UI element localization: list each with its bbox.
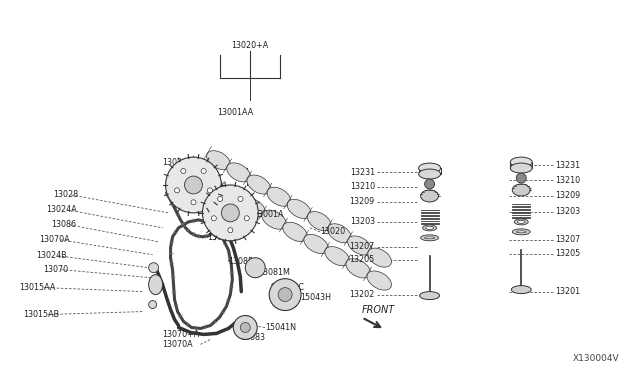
Circle shape [245, 258, 265, 278]
Text: 13070A: 13070A [39, 235, 70, 244]
Circle shape [202, 185, 258, 241]
Circle shape [278, 288, 292, 302]
Text: 13202: 13202 [349, 290, 375, 299]
Text: 13231: 13231 [555, 161, 580, 170]
Text: 13070: 13070 [43, 265, 68, 274]
Text: 13081M: 13081M [258, 268, 290, 277]
Text: 13205: 13205 [555, 249, 580, 258]
Text: 13083: 13083 [240, 333, 266, 342]
Ellipse shape [424, 237, 435, 239]
Text: 13205: 13205 [349, 255, 375, 264]
Text: 13001A: 13001A [253, 211, 284, 219]
Polygon shape [283, 222, 307, 241]
Ellipse shape [511, 286, 531, 294]
Text: 13020+A: 13020+A [232, 41, 269, 50]
Circle shape [180, 169, 186, 173]
Text: 13070A: 13070A [163, 340, 193, 349]
Text: 13209: 13209 [555, 192, 580, 201]
Text: 13024A: 13024A [46, 205, 77, 214]
Ellipse shape [420, 292, 440, 299]
Text: 13001AA: 13001AA [217, 108, 253, 117]
Ellipse shape [419, 169, 440, 179]
Text: X130004V: X130004V [572, 355, 619, 363]
Text: 13203: 13203 [349, 217, 375, 227]
Circle shape [175, 188, 180, 193]
Circle shape [240, 323, 250, 333]
Text: 15043H: 15043H [300, 293, 331, 302]
Polygon shape [304, 234, 328, 254]
Circle shape [221, 204, 239, 222]
Text: 13024B: 13024B [36, 251, 67, 260]
Circle shape [191, 200, 196, 205]
Polygon shape [346, 259, 371, 278]
Ellipse shape [517, 220, 525, 223]
Text: 13025: 13025 [207, 233, 233, 242]
Polygon shape [368, 248, 392, 267]
Polygon shape [220, 186, 244, 205]
Ellipse shape [148, 275, 163, 295]
Ellipse shape [515, 219, 528, 225]
Text: 13210: 13210 [555, 176, 580, 185]
Text: 13024: 13024 [163, 158, 188, 167]
Circle shape [207, 188, 212, 193]
Circle shape [234, 315, 257, 339]
Polygon shape [241, 198, 266, 217]
Circle shape [218, 196, 223, 201]
Polygon shape [307, 212, 331, 231]
Ellipse shape [516, 231, 526, 233]
Ellipse shape [419, 163, 440, 173]
Text: 13210: 13210 [349, 183, 375, 192]
Polygon shape [247, 175, 271, 194]
Polygon shape [267, 187, 291, 206]
Text: 13207: 13207 [555, 235, 580, 244]
Polygon shape [367, 271, 392, 290]
Ellipse shape [512, 229, 530, 235]
Ellipse shape [420, 235, 438, 241]
Text: 13209: 13209 [349, 198, 375, 206]
Ellipse shape [422, 225, 436, 231]
Polygon shape [207, 151, 230, 170]
Ellipse shape [426, 226, 433, 229]
Text: 13028: 13028 [53, 190, 78, 199]
Polygon shape [262, 210, 287, 229]
Text: (13021): (13021) [270, 293, 301, 302]
Circle shape [201, 169, 206, 173]
Text: 13015AB: 13015AB [23, 310, 60, 319]
Polygon shape [227, 163, 251, 182]
Text: 13020: 13020 [320, 227, 345, 236]
Text: 13015AA: 13015AA [19, 283, 56, 292]
Polygon shape [328, 224, 351, 243]
Circle shape [148, 263, 159, 273]
Circle shape [184, 176, 202, 194]
Circle shape [424, 179, 435, 189]
Circle shape [166, 157, 221, 213]
Circle shape [269, 279, 301, 311]
Ellipse shape [420, 190, 438, 202]
Ellipse shape [510, 163, 532, 173]
Text: 15041N: 15041N [265, 323, 296, 332]
Text: SEC.12C: SEC.12C [270, 283, 304, 292]
Circle shape [516, 173, 526, 183]
Ellipse shape [512, 184, 530, 196]
Polygon shape [348, 236, 371, 255]
Text: 13207: 13207 [349, 242, 375, 251]
Text: 13070+A: 13070+A [163, 330, 200, 339]
Text: FRONT: FRONT [362, 305, 395, 315]
Text: 13201: 13201 [555, 287, 580, 296]
Circle shape [228, 228, 233, 233]
Polygon shape [199, 173, 223, 193]
Circle shape [244, 216, 250, 221]
Text: 13086: 13086 [51, 220, 76, 230]
Circle shape [148, 301, 157, 308]
Text: 13085: 13085 [228, 257, 253, 266]
Polygon shape [287, 199, 311, 218]
Polygon shape [325, 247, 349, 266]
Text: 13203: 13203 [555, 208, 580, 217]
Text: 13231: 13231 [349, 167, 375, 177]
Ellipse shape [510, 157, 532, 167]
Circle shape [238, 196, 243, 201]
Circle shape [211, 216, 216, 221]
